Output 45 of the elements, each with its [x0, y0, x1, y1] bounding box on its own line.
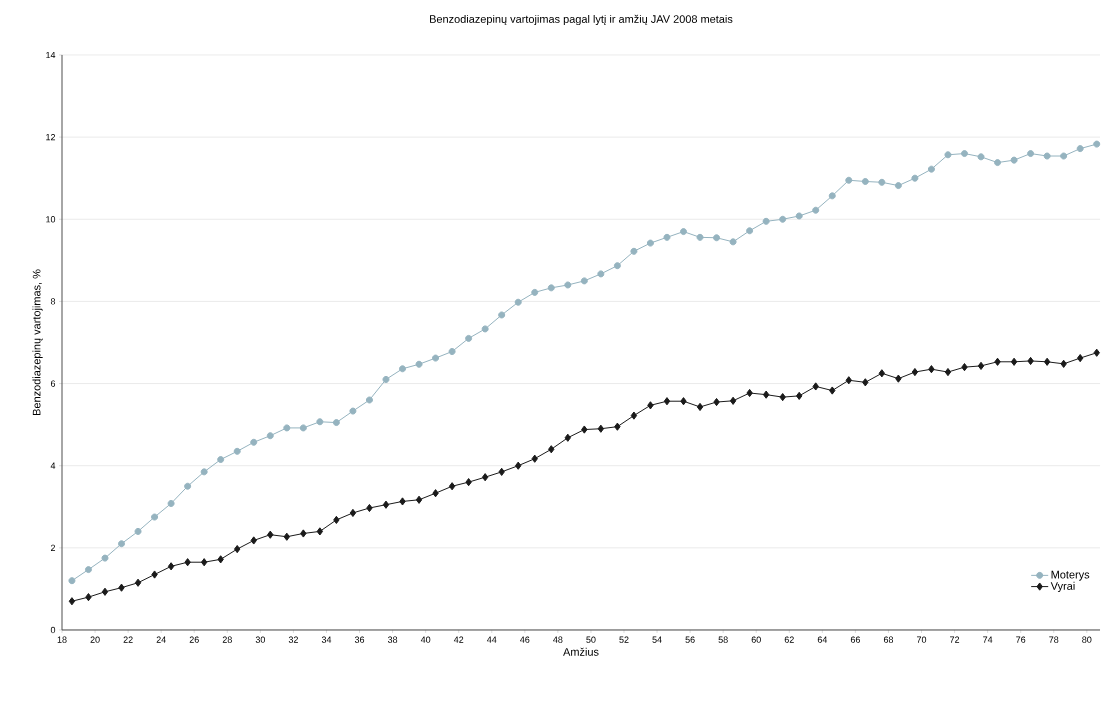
x-tick-label: 40 — [420, 636, 431, 643]
y-tick-label: 10 — [46, 216, 56, 223]
chart-title: Benzodiazepinų vartojimas pagal lytį ir amžių JAV 2008 metais — [430, 14, 733, 26]
x-tick-label: 80 — [1082, 636, 1092, 643]
x-tick-label: 68 — [883, 636, 894, 643]
x-tick-label: 62 — [784, 636, 794, 643]
x-tick-label: 56 — [685, 636, 695, 643]
x-tick-label: 54 — [652, 636, 662, 643]
x-tick-label: 60 — [751, 636, 761, 643]
y-axis-title: Benzodiazepinų vartojimas, % — [32, 269, 43, 415]
legend-label: Vyrai — [1050, 581, 1075, 593]
x-tick-label: 38 — [387, 636, 398, 643]
x-tick-label: 70 — [916, 636, 927, 643]
x-tick-label: 66 — [850, 636, 860, 643]
x-tick-label: 52 — [619, 636, 629, 643]
y-tick-label: 8 — [50, 298, 56, 305]
x-tick-label: 22 — [123, 636, 133, 643]
y-tick-label: 2 — [50, 544, 56, 551]
x-tick-label: 32 — [288, 636, 298, 643]
x-tick-label: 30 — [255, 636, 265, 643]
x-tick-label: 28 — [222, 636, 232, 643]
y-tick-label: 0 — [50, 626, 56, 634]
y-tick-label: 12 — [46, 133, 56, 141]
x-tick-label: 48 — [553, 636, 563, 643]
x-tick-label: 72 — [950, 636, 960, 643]
y-tick-label: 14 — [46, 51, 56, 59]
y-tick-label: 6 — [50, 380, 56, 387]
x-tick-label: 64 — [817, 636, 828, 643]
legend-label: Moterys — [1051, 570, 1090, 581]
x-tick-label: 74 — [983, 636, 993, 643]
x-tick-label: 46 — [520, 636, 530, 643]
x-tick-label: 44 — [486, 636, 497, 643]
y-tick-label: 4 — [50, 462, 56, 469]
x-tick-label: 50 — [586, 636, 596, 643]
x-tick-label: 20 — [90, 636, 100, 643]
x-tick-label: 18 — [57, 636, 67, 643]
x-axis-title: Amžius — [563, 647, 599, 656]
x-tick-label: 34 — [321, 636, 332, 643]
x-tick-label: 76 — [1016, 636, 1026, 643]
x-tick-label: 24 — [156, 636, 166, 643]
x-tick-label: 58 — [718, 636, 728, 643]
x-tick-label: 42 — [453, 636, 464, 643]
x-tick-label: 26 — [189, 636, 199, 643]
x-tick-label: 78 — [1049, 636, 1059, 643]
x-tick-label: 36 — [354, 636, 365, 643]
